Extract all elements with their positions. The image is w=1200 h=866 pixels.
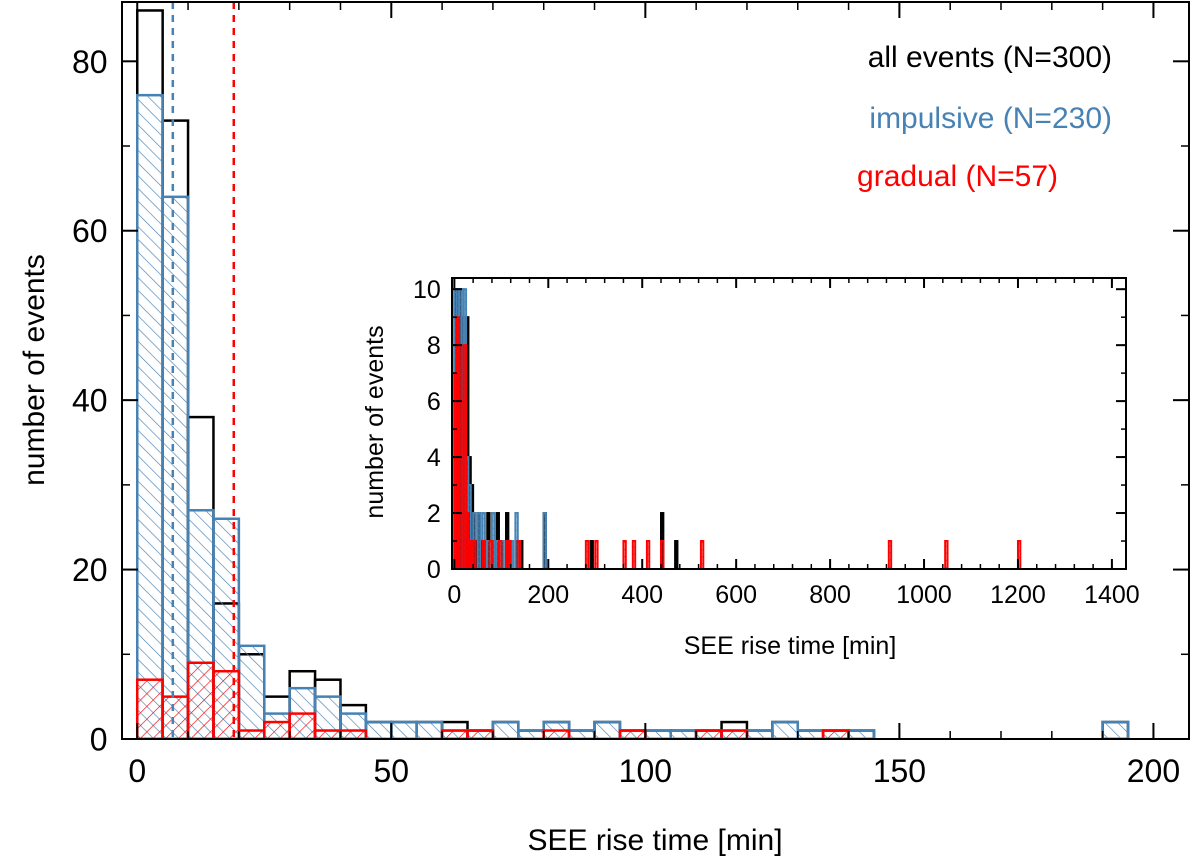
impulsive-bar-45 <box>364 720 393 739</box>
y-tick-label: 80 <box>72 44 108 80</box>
x-tick-label: 800 <box>809 581 851 609</box>
gradual-bar-60 <box>481 540 486 569</box>
y-tick-label: 8 <box>427 332 441 360</box>
inset-histogram: 0 200 400 600 800 1000 1200 1400 0 2 4 6 8 10 SEE ris… <box>361 276 1140 660</box>
y-tick-label: 20 <box>72 552 108 588</box>
y-tick-label: 0 <box>90 722 108 758</box>
inset-plot-frame <box>451 277 1127 570</box>
gradual-bar-20 <box>462 344 468 569</box>
gradual-bar-380 <box>631 540 637 569</box>
inset-x-axis-label: SEE rise time [min] <box>684 632 897 660</box>
gradual-bar-30 <box>288 712 317 739</box>
impulsive-bar-190 <box>1101 720 1130 739</box>
x-tick-label: 0 <box>128 753 146 789</box>
legend-impulsive: impulsive (N=230) <box>869 102 1112 135</box>
impulsive-bar-20 <box>237 644 266 739</box>
gradual-bar-135 <box>821 729 850 739</box>
y-tick-label: 40 <box>72 383 108 419</box>
gradual-bar-300 <box>594 540 599 569</box>
gradual-bar-35 <box>313 729 342 739</box>
impulsive-bar-75 <box>517 729 545 739</box>
x-tick-label: 200 <box>1127 753 1180 789</box>
main-x-axis-label: SEE rise time [min] <box>527 824 782 857</box>
inset-y-axis-label: number of events <box>361 325 389 518</box>
legend: all events (N=300) impulsive (N=230) gra… <box>857 41 1112 193</box>
gradual-bar-20 <box>237 729 266 739</box>
gradual-bar-95 <box>618 729 647 739</box>
gradual-bar-25 <box>263 720 291 739</box>
gradual-bar-10 <box>186 661 215 739</box>
legend-gradual: gradual (N=57) <box>857 160 1058 193</box>
x-tick-label: 200 <box>527 581 569 609</box>
gradual-bar-135 <box>516 540 522 569</box>
gradual-bar-0 <box>135 678 164 739</box>
gradual-bar-65 <box>466 729 495 739</box>
all-bar-290 <box>589 540 594 569</box>
impulsive-bar-85 <box>567 729 596 739</box>
gradual-bar-80 <box>542 729 571 739</box>
gradual-bar-1045 <box>944 540 949 569</box>
x-tick-label: 1400 <box>1084 581 1140 609</box>
x-tick-label: 150 <box>873 753 926 789</box>
main-y-axis-label: number of events <box>18 254 51 486</box>
y-tick-label: 60 <box>72 213 108 249</box>
inset-background <box>452 278 1126 569</box>
gradual-bar-40 <box>339 729 368 739</box>
gradual-bar-5 <box>161 695 190 739</box>
impulsive-bar-5 <box>161 195 190 739</box>
gradual-bar-525 <box>699 540 705 569</box>
impulsive-bar-190 <box>542 512 547 569</box>
y-tick-label: 10 <box>413 276 441 304</box>
inset-axis-ticks: 0 200 400 600 800 1000 1200 1400 0 2 4 6 8 10 <box>413 276 1140 609</box>
y-tick-label: 0 <box>427 556 441 584</box>
gradual-bar-410 <box>645 540 651 569</box>
x-tick-label: 400 <box>621 581 663 609</box>
impulsive-bar-100 <box>644 729 672 739</box>
impulsive-bar-70 <box>491 720 520 739</box>
x-tick-label: 1000 <box>896 581 952 609</box>
impulsive-bar-50 <box>476 512 482 569</box>
gradual-bar-115 <box>720 729 749 739</box>
impulsive-bar-90 <box>593 720 622 739</box>
all-bar-470 <box>674 540 679 569</box>
impulsive-bar-105 <box>669 729 698 739</box>
impulsive-bar-130 <box>796 729 825 739</box>
gradual-bar-110 <box>694 729 723 739</box>
x-tick-label: 100 <box>619 753 672 789</box>
legend-all-events: all events (N=300) <box>868 41 1112 74</box>
main-plot-frame <box>121 1 1190 740</box>
impulsive-bar-50 <box>390 720 418 739</box>
x-tick-label: 50 <box>373 753 409 789</box>
impulsive-bar-0 <box>135 93 164 739</box>
impulsive-bar-55 <box>415 720 444 739</box>
median-lines <box>171 2 236 739</box>
impulsive-bar-140 <box>847 729 876 739</box>
y-tick-label: 4 <box>427 444 441 472</box>
x-tick-label: 0 <box>447 581 461 609</box>
y-tick-label: 6 <box>427 388 441 416</box>
gradual-bar-60 <box>440 729 469 739</box>
gradual-bar-95 <box>497 540 503 569</box>
x-tick-label: 1200 <box>990 581 1046 609</box>
x-tick-label: 600 <box>715 581 757 609</box>
impulsive-bar-120 <box>745 729 774 739</box>
gradual-bar-15 <box>212 669 241 739</box>
y-tick-label: 2 <box>427 500 441 528</box>
impulsive-bar-125 <box>771 720 800 739</box>
gradual-bar-925 <box>887 540 893 569</box>
